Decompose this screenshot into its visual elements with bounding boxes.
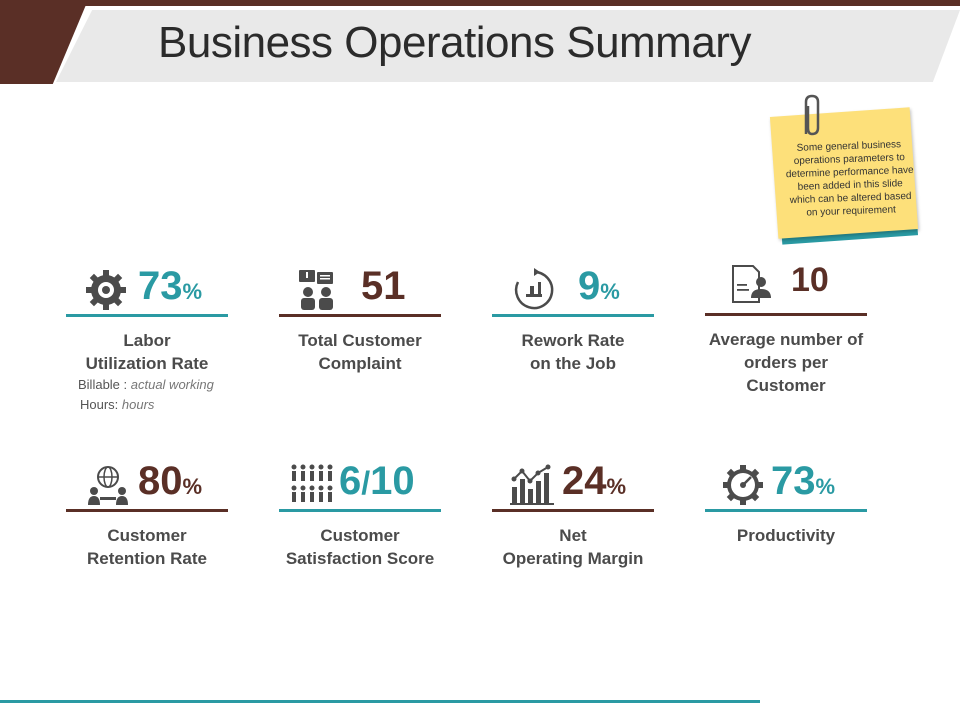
- metric-value: 10: [791, 261, 829, 299]
- metric-label: Net: [559, 526, 587, 545]
- title-band: [56, 10, 960, 82]
- metric-labor-utilization: 73% Labor Utilization Rate Billable : ac…: [66, 262, 228, 415]
- metric-label: on the Job: [530, 354, 616, 373]
- footer-line: [0, 700, 760, 703]
- metric-unit: %: [606, 474, 627, 499]
- metric-label: Utilization Rate: [85, 354, 209, 373]
- metric-divider: [279, 314, 441, 317]
- customer-complaint-icon: [299, 270, 333, 310]
- metric-label: Average number of: [708, 330, 864, 349]
- metric-satisfaction-score: 6/10 Customer Satisfaction Score: [279, 457, 441, 570]
- order-document-icon: [732, 265, 771, 303]
- people-group-icon: [291, 464, 333, 502]
- metric-label: Labor: [123, 331, 171, 350]
- metric-divider: [279, 509, 441, 512]
- metric-label: Rework Rate: [521, 331, 625, 350]
- metric-divider: [705, 313, 867, 316]
- metric-value: 73: [138, 264, 183, 308]
- speedometer-gear-icon: [723, 465, 763, 505]
- rework-icon: [514, 268, 554, 310]
- metric-customer-retention: 80% Customer Retention Rate: [66, 457, 228, 570]
- metric-separator: /: [361, 465, 371, 501]
- metric-label: Customer: [107, 526, 187, 545]
- metric-divider: [492, 509, 654, 512]
- metric-rework-rate: 9% Rework Rate on the Job: [492, 262, 654, 375]
- metric-unit: %: [182, 474, 203, 499]
- metric-label: Productivity: [736, 526, 836, 545]
- metric-value: 24: [562, 459, 607, 503]
- metric-total-complaint: 51 Total Customer Complaint: [279, 262, 441, 375]
- metric-productivity: 73% Productivity: [705, 457, 867, 547]
- gears-icon: [86, 270, 126, 310]
- metric-divider: [66, 509, 228, 512]
- metric-value: 80: [138, 459, 183, 503]
- metric-unit: %: [815, 474, 836, 499]
- sticky-note-text: Some general business operations paramet…: [785, 139, 914, 219]
- metric-label: Customer: [320, 526, 400, 545]
- metric-unit: %: [182, 279, 203, 304]
- bar-chart-icon: [510, 464, 554, 505]
- paperclip-icon: [804, 94, 820, 136]
- billable-note: Billable : actual working: [78, 377, 214, 392]
- metric-label: Complaint: [318, 354, 402, 373]
- page-title: Business Operations Summary: [158, 18, 751, 67]
- metric-divider: [66, 314, 228, 317]
- metric-label: orders per Customer: [743, 353, 829, 395]
- metric-net-operating-margin: 24% Net Operating Margin: [492, 457, 654, 570]
- metric-value: 73: [771, 459, 816, 503]
- metric-label: Total Customer: [298, 331, 422, 350]
- metric-average-orders: 10 Average number of orders per Customer: [705, 256, 867, 397]
- metric-divider: [492, 314, 654, 317]
- metric-label: Operating Margin: [502, 549, 644, 568]
- metric-divider: [705, 509, 867, 512]
- metric-unit: %: [600, 279, 620, 304]
- hours-note: Hours: hours: [80, 397, 155, 412]
- globe-people-icon: [88, 466, 128, 505]
- metric-value: 51: [361, 264, 406, 308]
- metric-label: Retention Rate: [87, 549, 207, 568]
- metric-value: 6: [339, 459, 362, 503]
- metric-label: Satisfaction Score: [285, 549, 435, 568]
- metric-value-max: 10: [370, 459, 415, 503]
- metric-value: 9: [578, 264, 601, 308]
- top-bar: [0, 0, 960, 6]
- sticky-note: Some general business operations paramet…: [769, 94, 922, 245]
